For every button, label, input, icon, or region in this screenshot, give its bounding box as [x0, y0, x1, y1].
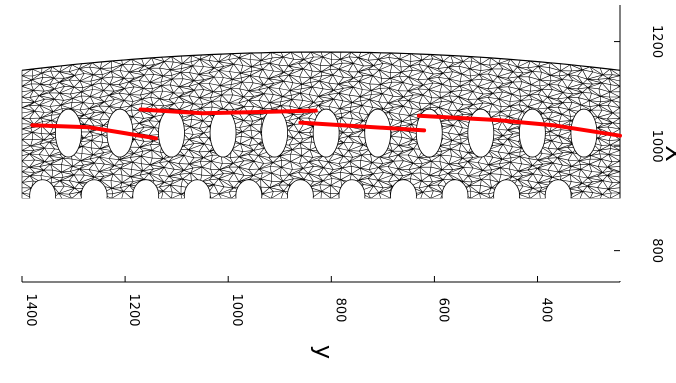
- upper-hole: [54, 108, 82, 158]
- x-tick-label: 1000: [649, 130, 664, 163]
- upper-hole: [158, 108, 185, 158]
- y-tick-label: 1200: [126, 293, 141, 326]
- upper-hole: [518, 108, 546, 158]
- x-tick-label: 1200: [649, 25, 664, 58]
- y-tick-label: 800: [332, 298, 347, 323]
- x-tick-label: 800: [649, 238, 664, 263]
- finite-element-mesh: [20, 51, 622, 281]
- y-tick-label: 1400: [23, 293, 38, 326]
- upper-hole: [467, 108, 495, 158]
- mesh-clip: [20, 198, 622, 281]
- series-segment: [416, 113, 622, 138]
- upper-hole: [209, 108, 237, 158]
- series-segment: [30, 123, 158, 141]
- upper-hole: [415, 108, 443, 158]
- upper-hole: [364, 108, 392, 158]
- mesh-outline: [21, 51, 621, 71]
- y-axis-title: y: [310, 345, 338, 359]
- series-segment: [138, 107, 318, 116]
- y-tick-label: 600: [435, 298, 450, 323]
- upper-hole: [261, 108, 289, 158]
- data-series: [30, 107, 622, 141]
- y-tick-label: 1000: [229, 293, 244, 326]
- upper-hole: [312, 108, 340, 158]
- y-tick-label: 400: [539, 298, 554, 323]
- axis-ticks: 400 600 800 1000 1200 1400 800 1000 1200: [21, 25, 664, 327]
- series-segment: [298, 120, 427, 133]
- x-axis-title: X: [660, 145, 676, 161]
